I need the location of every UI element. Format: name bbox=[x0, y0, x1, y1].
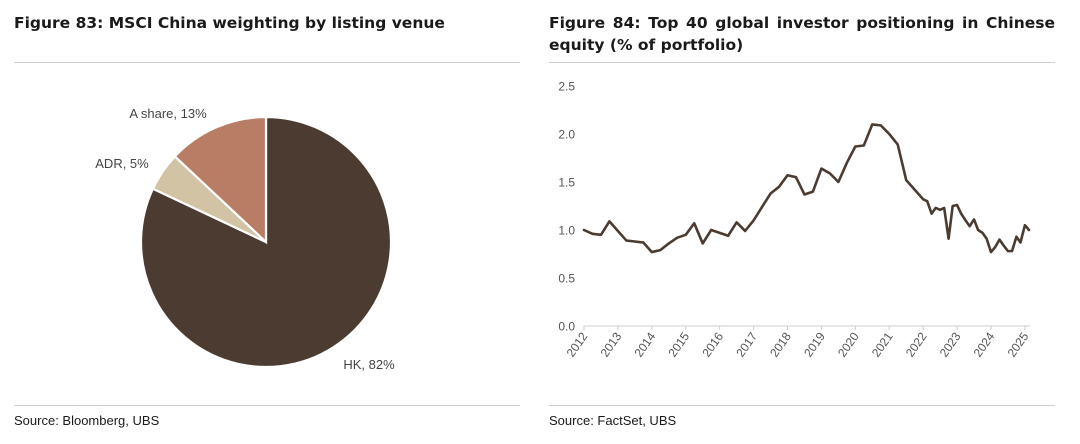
y-tick-label: 1.5 bbox=[558, 176, 575, 190]
positioning-series-line bbox=[582, 123, 1031, 254]
y-tick-label: 2.0 bbox=[558, 128, 575, 142]
left-title-divider bbox=[14, 62, 520, 63]
pie-label-a-share: A share, 13% bbox=[129, 106, 207, 121]
x-tick-label: 2019 bbox=[801, 329, 828, 359]
x-tick-label: 2022 bbox=[903, 329, 930, 359]
x-tick-label: 2012 bbox=[564, 329, 591, 359]
line-chart: 0.0 0.5 1.0 1.5 2.0 2.5 2012 2013 2014 2015 2016 20… bbox=[558, 80, 1032, 360]
x-tick-label: 2015 bbox=[665, 329, 692, 359]
right-source-divider bbox=[549, 405, 1055, 406]
pie-chart: HK, 82% ADR, 5% A share, 13% bbox=[95, 106, 395, 372]
x-tick-label: 2016 bbox=[699, 329, 726, 359]
pie-label-hk: HK, 82% bbox=[343, 357, 395, 372]
y-tick-label: 2.5 bbox=[558, 80, 575, 94]
x-tick-label: 2018 bbox=[767, 329, 794, 359]
x-tick-label: 2025 bbox=[1005, 329, 1032, 359]
left-figure-panel: Figure 83: MSCI China weighting by listi… bbox=[14, 0, 520, 444]
x-tick-label: 2014 bbox=[632, 329, 659, 359]
y-tick-label: 0.5 bbox=[558, 272, 575, 286]
pie-slice-a-share bbox=[173, 115, 268, 245]
left-source-divider bbox=[14, 405, 520, 406]
pie-label-adr: ADR, 5% bbox=[95, 156, 149, 171]
x-tick-label: 2013 bbox=[598, 329, 625, 359]
x-tick-label: 2023 bbox=[937, 329, 964, 359]
pie-slice-hk bbox=[139, 115, 393, 369]
left-source-note: Source: Bloomberg, UBS bbox=[14, 413, 160, 428]
right-title-divider bbox=[549, 62, 1055, 63]
x-tick-label: 2017 bbox=[733, 329, 760, 359]
right-figure-panel: Figure 84: Top 40 global investor positi… bbox=[549, 0, 1055, 444]
figure-83-title: Figure 83: MSCI China weighting by listi… bbox=[14, 14, 445, 32]
x-tick-label: 2024 bbox=[971, 329, 998, 359]
right-source-note: Source: FactSet, UBS bbox=[549, 413, 677, 428]
figure-84-title: Figure 84: Top 40 global investor positi… bbox=[549, 14, 1055, 54]
y-tick-label: 0.0 bbox=[558, 320, 575, 334]
y-tick-label: 1.0 bbox=[558, 224, 575, 238]
x-tick-label: 2021 bbox=[869, 329, 896, 359]
x-tick-label: 2020 bbox=[835, 329, 862, 359]
